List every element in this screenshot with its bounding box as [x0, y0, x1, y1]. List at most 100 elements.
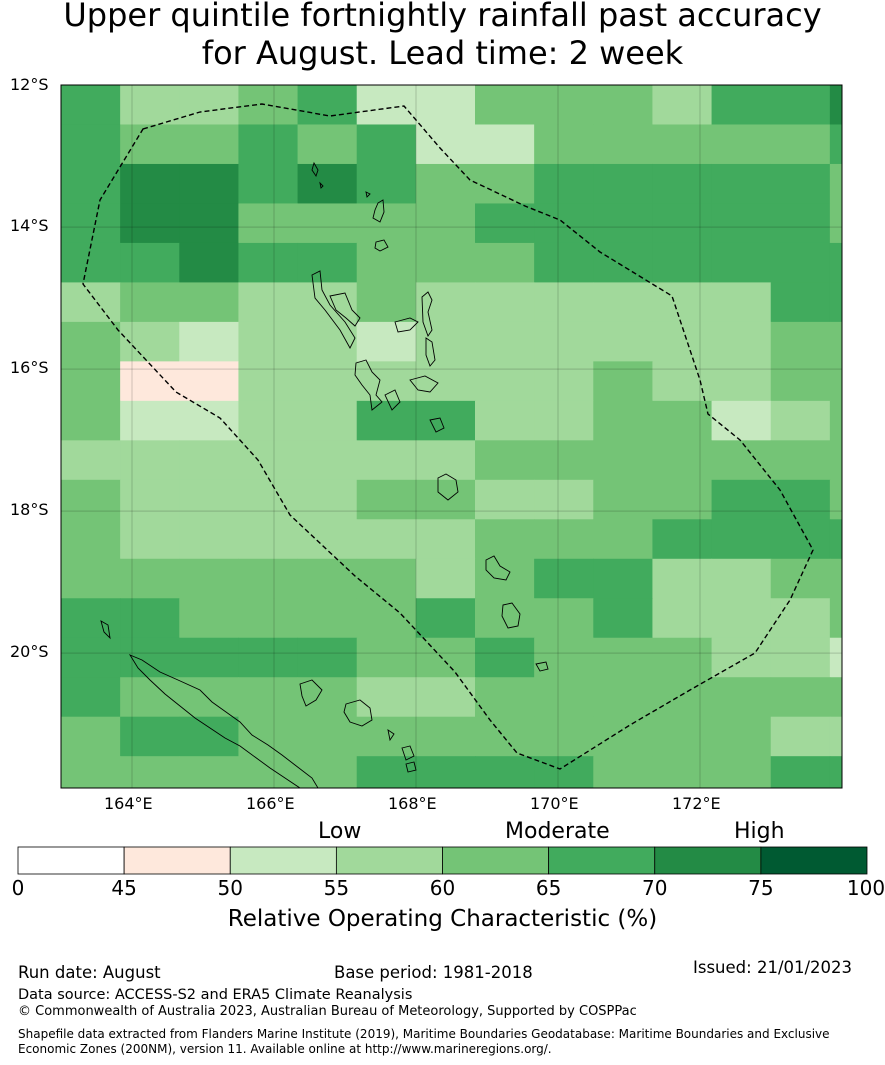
roc-cell	[711, 519, 772, 560]
island-outline	[319, 181, 324, 189]
island-outline	[365, 191, 371, 198]
roc-cell	[711, 598, 772, 639]
roc-cell	[120, 400, 180, 441]
roc-cell	[534, 361, 594, 402]
island-outline	[485, 555, 511, 581]
roc-cell	[829, 282, 843, 323]
roc-cell	[120, 637, 180, 678]
roc-cell	[356, 440, 417, 481]
colorbar-tick-label: 50	[217, 876, 243, 900]
roc-cell	[356, 400, 417, 441]
roc-cell	[770, 440, 831, 481]
roc-cell	[593, 400, 653, 441]
roc-cell	[534, 598, 594, 639]
roc-cell	[652, 716, 713, 757]
roc-cell	[61, 163, 121, 204]
roc-cell	[770, 637, 831, 678]
colorbar-tick-label: 65	[535, 876, 562, 900]
roc-cell	[297, 124, 358, 165]
roc-cell	[61, 637, 121, 678]
island-outline	[374, 239, 389, 252]
roc-cell	[652, 124, 713, 165]
roc-cell	[238, 361, 299, 402]
roc-cell	[711, 558, 772, 599]
roc-cell	[475, 519, 535, 560]
roc-cell	[120, 716, 180, 757]
roc-cell	[120, 558, 180, 599]
roc-cell	[829, 558, 843, 599]
roc-cell	[61, 519, 121, 560]
roc-cell	[356, 716, 417, 757]
roc-cell	[475, 479, 535, 520]
roc-cell	[770, 598, 831, 639]
shapefile-credit-1: Shapefile data extracted from Flanders M…	[18, 1027, 830, 1041]
roc-cell	[534, 637, 594, 678]
roc-cell	[652, 361, 713, 402]
roc-cell	[120, 282, 180, 323]
roc-cell	[179, 282, 239, 323]
roc-cell	[711, 242, 772, 283]
roc-cell	[475, 242, 535, 283]
roc-cell	[711, 203, 772, 244]
base-period: Base period: 1981-2018	[334, 963, 533, 982]
lat-label-12s: 12°S	[10, 75, 49, 94]
colorbar-tick-label: 75	[748, 876, 774, 900]
roc-cell	[770, 716, 831, 757]
roc-cell	[593, 677, 653, 718]
colorbar-tick-label: 55	[323, 876, 350, 900]
roc-cell	[297, 163, 358, 204]
lon-label-168e: 168°E	[388, 794, 437, 813]
roc-cell	[415, 85, 476, 125]
lat-label-18s: 18°S	[10, 500, 49, 519]
roc-cell	[534, 756, 594, 789]
roc-cell	[61, 203, 121, 244]
roc-cell	[593, 440, 653, 481]
roc-cell	[711, 321, 772, 362]
roc-cell	[297, 558, 358, 599]
issued-date: Issued: 21/01/2023	[693, 958, 853, 977]
roc-cell	[534, 124, 594, 165]
island-outline	[329, 292, 361, 327]
roc-cell	[238, 440, 299, 481]
roc-cell	[297, 756, 358, 789]
roc-cell	[238, 637, 299, 678]
roc-cell	[120, 85, 180, 125]
roc-cell	[61, 321, 121, 362]
roc-cell	[238, 598, 299, 639]
colorbar-segment	[760, 846, 868, 875]
roc-cell	[238, 756, 299, 789]
roc-cell	[770, 400, 831, 441]
roc-cell	[179, 756, 239, 789]
island-outline	[409, 375, 439, 393]
map-frame	[60, 84, 843, 789]
roc-cell	[238, 558, 299, 599]
colorbar-segment	[17, 846, 125, 875]
roc-cell	[711, 282, 772, 323]
island-outline	[535, 661, 549, 672]
data-source: Data source: ACCESS-S2 and ERA5 Climate …	[18, 987, 413, 1003]
roc-cell	[356, 479, 417, 520]
roc-cell	[829, 400, 843, 441]
island-outline	[429, 417, 445, 433]
roc-cell	[652, 163, 713, 204]
colorbar-tick-label: 60	[429, 876, 456, 900]
roc-cell	[297, 321, 358, 362]
island-outline	[372, 199, 385, 223]
roc-cell	[711, 124, 772, 165]
roc-cell	[356, 203, 417, 244]
run-date: Run date: August	[18, 963, 161, 982]
roc-cell	[120, 479, 180, 520]
roc-cell	[179, 558, 239, 599]
roc-cell	[179, 637, 239, 678]
roc-cell	[475, 85, 535, 125]
island-outline	[100, 620, 111, 640]
roc-cell	[415, 479, 476, 520]
roc-cell	[593, 361, 653, 402]
island-outline	[387, 729, 395, 742]
roc-cell	[61, 85, 121, 125]
roc-cell	[711, 756, 772, 789]
roc-cell	[297, 85, 358, 125]
roc-cell	[829, 85, 843, 125]
roc-cell	[829, 637, 843, 678]
roc-cell	[61, 282, 121, 323]
